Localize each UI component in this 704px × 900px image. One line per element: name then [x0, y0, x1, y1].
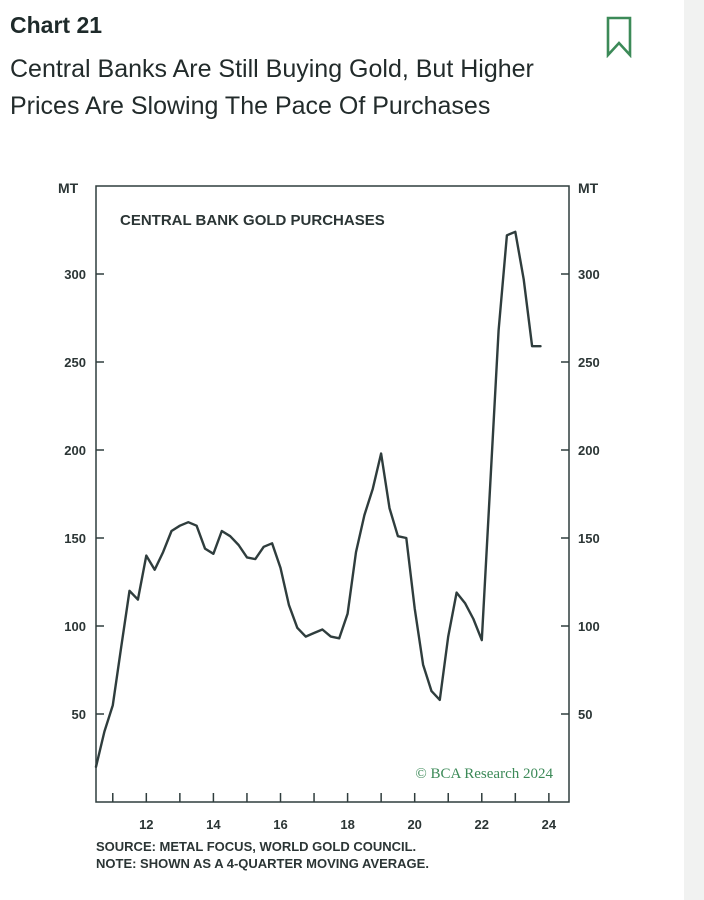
bookmark-icon[interactable]	[605, 16, 633, 58]
y-tick-label-right: 200	[578, 443, 600, 458]
x-tick-label: 22	[475, 817, 489, 832]
y-tick-label-right: 50	[578, 707, 592, 722]
y-tick-label-left: 150	[64, 531, 86, 546]
y-axis-ticks: 50 50 100 100 150 150 200 200 250 250 300 300	[64, 267, 599, 722]
x-tick-label: 20	[407, 817, 421, 832]
x-axis-ticks: 12 14 16 18 20 22 24	[112, 793, 557, 832]
y-tick-label-right: 300	[578, 267, 600, 282]
chart-inner-title: CENTRAL BANK GOLD PURCHASES	[120, 212, 385, 229]
series-line-central-bank-purchases	[94, 230, 542, 768]
y-tick-label-right: 100	[578, 619, 600, 634]
x-tick-label: 18	[340, 817, 354, 832]
bca-credit: © BCA Research 2024	[415, 766, 553, 782]
chart-headline: Central Banks Are Still Buying Gold, But…	[10, 55, 534, 120]
x-tick-label: 12	[139, 817, 153, 832]
moving-average-note: NOTE: SHOWN AS A 4-QUARTER MOVING AVERAG…	[96, 856, 429, 871]
y-tick-label-left: 100	[64, 619, 86, 634]
x-tick-label: 14	[206, 817, 221, 832]
y-tick-label-left: 300	[64, 267, 86, 282]
right-side-strip	[684, 0, 704, 900]
y-axis-unit-left: MT	[58, 180, 79, 196]
y-tick-label-left: 50	[72, 707, 86, 722]
plot-frame	[95, 185, 570, 803]
x-tick-label: 16	[273, 817, 287, 832]
footnotes: SOURCE: METAL FOCUS, WORLD GOLD COUNCIL.…	[96, 838, 429, 872]
y-tick-label-right: 150	[578, 531, 600, 546]
y-tick-label-left: 200	[64, 443, 86, 458]
chart-number-label: Chart 21	[10, 12, 103, 38]
source-note: SOURCE: METAL FOCUS, WORLD GOLD COUNCIL.	[96, 839, 417, 854]
x-tick-label: 24	[542, 817, 557, 832]
y-axis-unit-right: MT	[578, 180, 599, 196]
y-tick-label-right: 250	[578, 355, 600, 370]
y-tick-label-left: 250	[64, 355, 86, 370]
